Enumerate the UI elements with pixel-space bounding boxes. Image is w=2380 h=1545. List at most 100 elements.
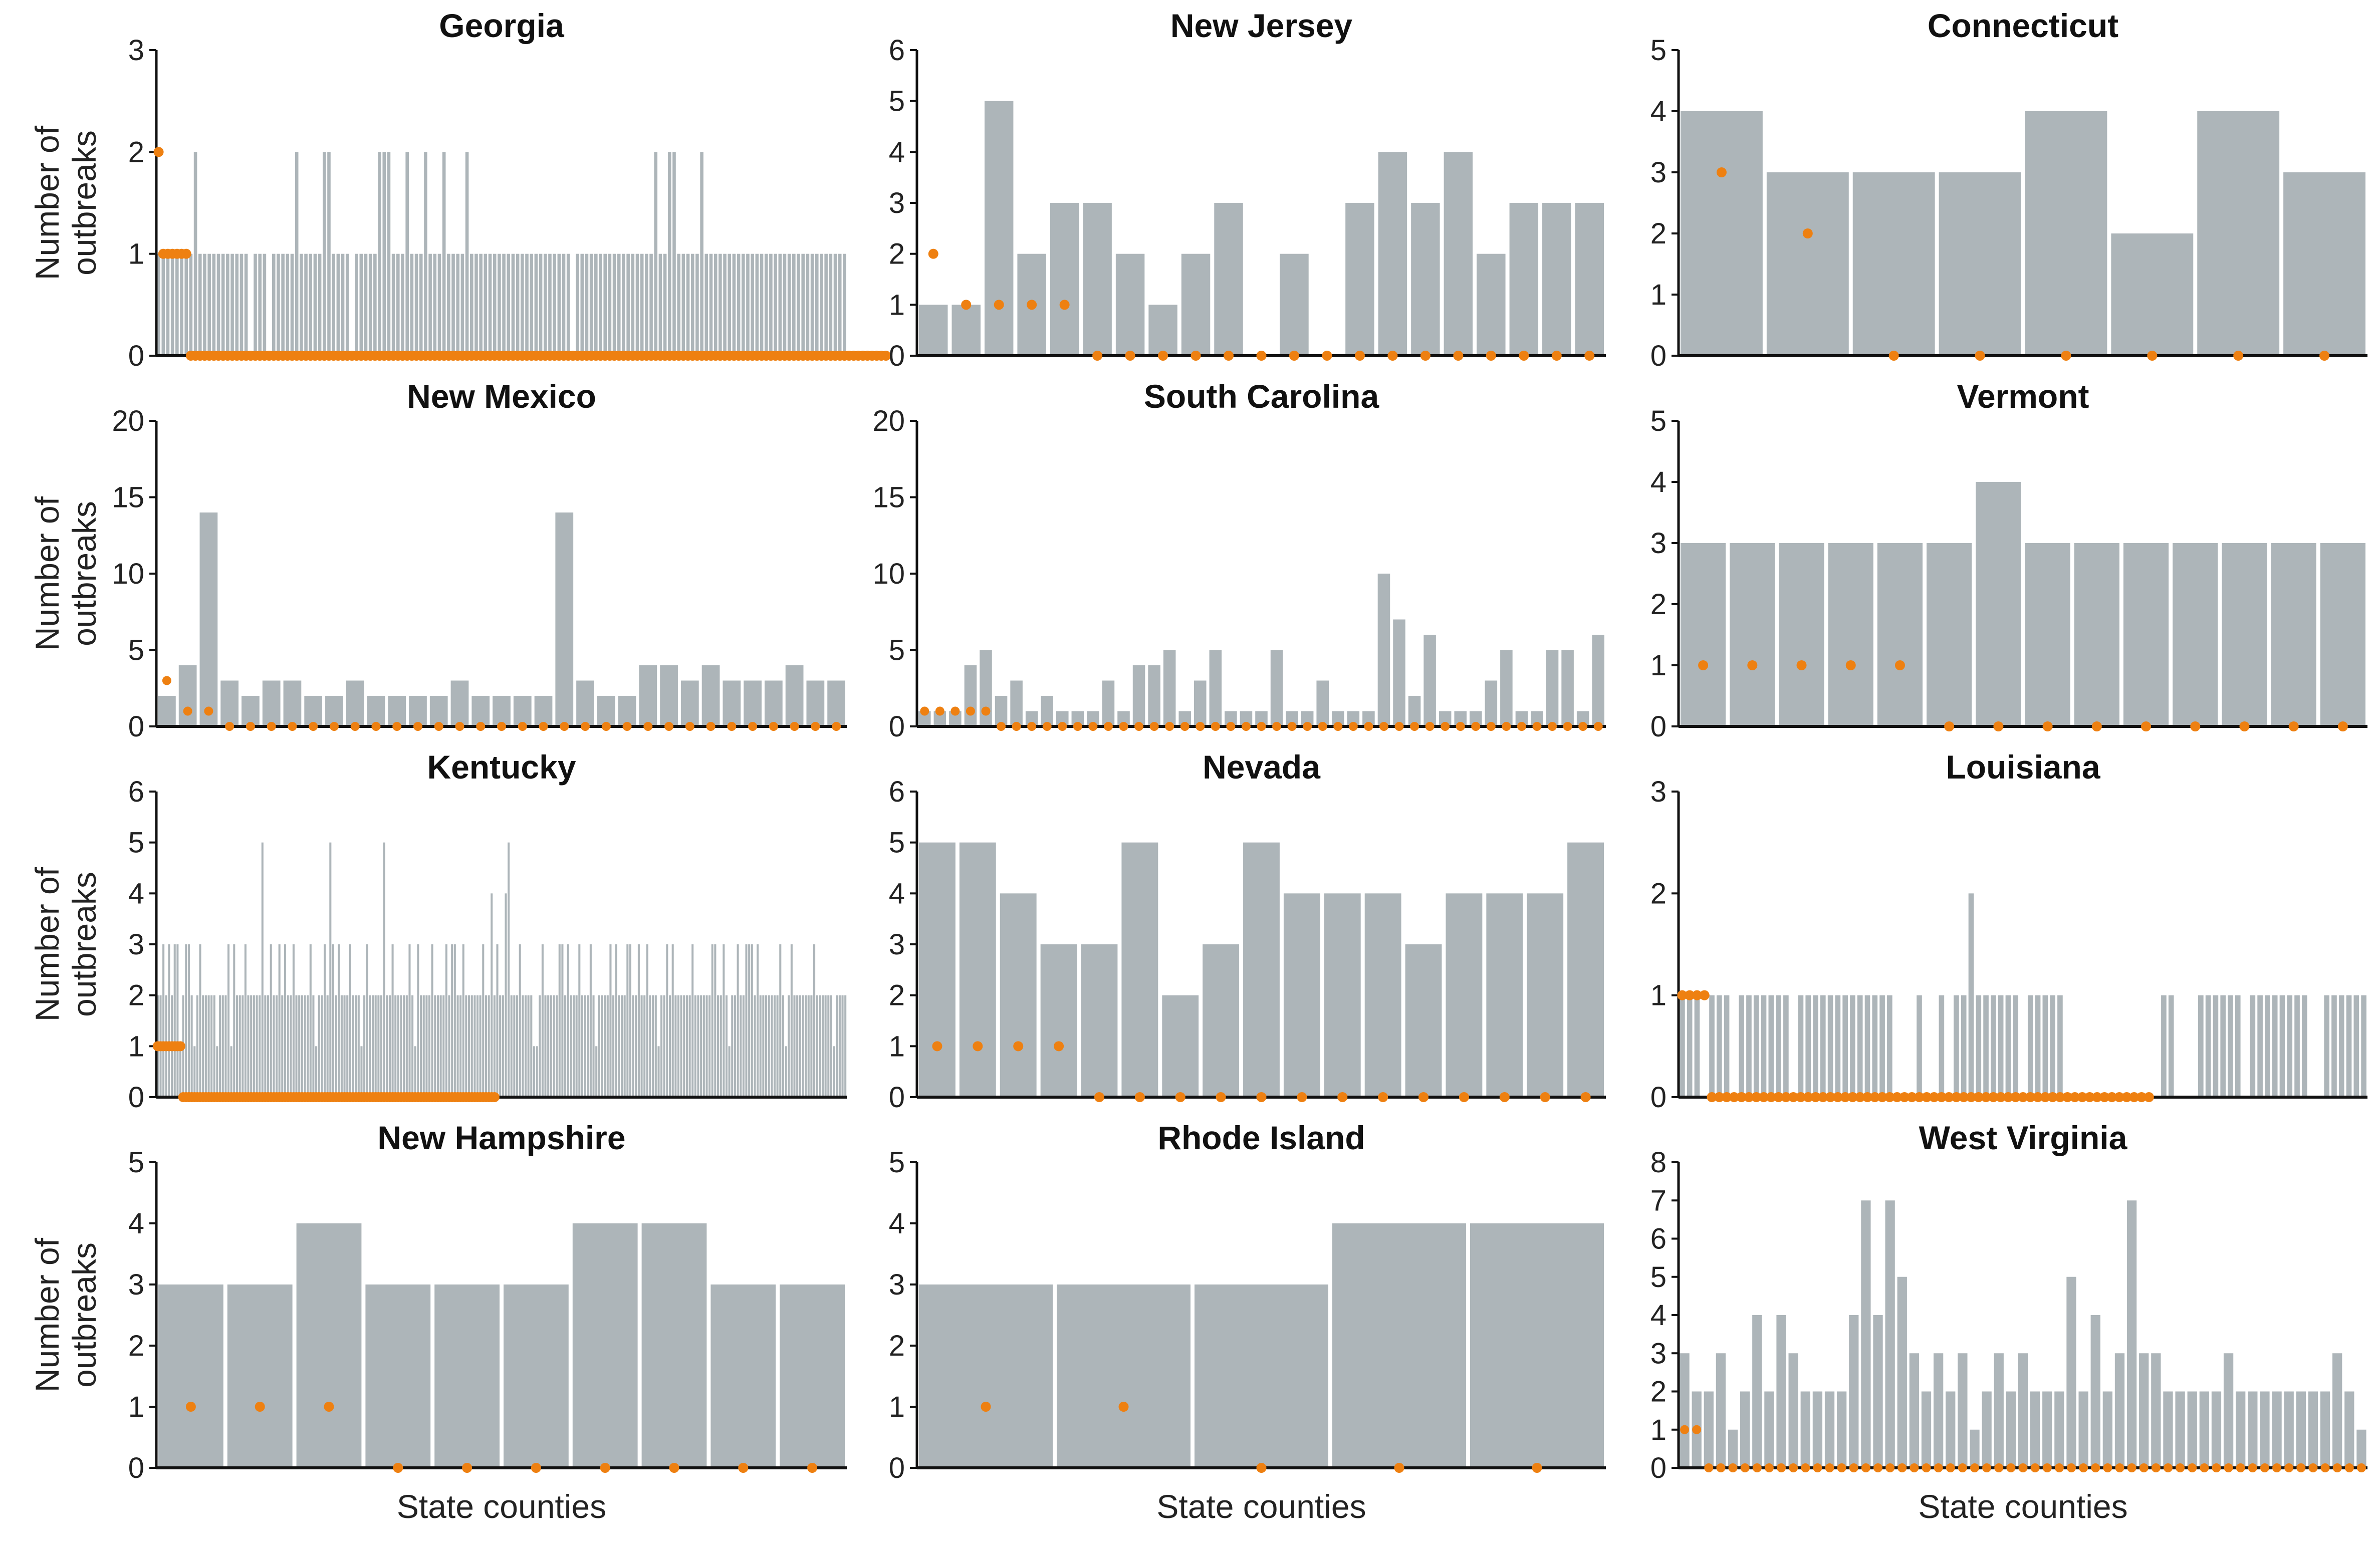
point-8-29 bbox=[1892, 1092, 1902, 1102]
bar-6-204 bbox=[734, 995, 736, 1097]
bar-0-69 bbox=[474, 253, 478, 356]
bar-3-22 bbox=[618, 696, 636, 726]
point-8-0 bbox=[1677, 990, 1688, 1000]
point-1-11 bbox=[1289, 351, 1299, 361]
bar-8-0 bbox=[1680, 995, 1685, 1097]
bar-6-177 bbox=[657, 1046, 660, 1097]
bar-6-92 bbox=[417, 944, 419, 1097]
panel-7: 0 1 2 3 4 5 6 Nevada bbox=[889, 748, 1606, 1114]
point-1-6 bbox=[1125, 351, 1135, 361]
bar-11-16 bbox=[1873, 1315, 1883, 1468]
bar-1-0 bbox=[919, 305, 948, 356]
bar-5-12 bbox=[2271, 543, 2316, 726]
point-8-35 bbox=[1936, 1092, 1947, 1102]
bar-0-103 bbox=[631, 253, 635, 356]
point-11-16 bbox=[1873, 1463, 1883, 1472]
bar-6-123 bbox=[505, 893, 507, 1097]
point-11-37 bbox=[2127, 1463, 2136, 1472]
point-3-31 bbox=[811, 722, 820, 731]
bar-11-43 bbox=[2199, 1391, 2209, 1468]
bar-0-117 bbox=[695, 253, 699, 356]
point-11-35 bbox=[2103, 1463, 2112, 1472]
bar-6-105 bbox=[453, 944, 456, 1097]
bar-7-7 bbox=[1203, 944, 1240, 1097]
bar-0-15 bbox=[226, 253, 229, 356]
point-4-4 bbox=[981, 706, 991, 716]
bar-8-48 bbox=[2035, 995, 2041, 1097]
bar-6-150 bbox=[581, 995, 583, 1097]
bar-0-78 bbox=[516, 253, 520, 356]
bar-0-115 bbox=[686, 253, 690, 356]
y-tick-label: 3 bbox=[889, 187, 905, 219]
bar-0-0 bbox=[157, 253, 160, 356]
point-11-53 bbox=[2320, 1463, 2330, 1472]
point-0-158 bbox=[881, 351, 891, 361]
bar-4-14 bbox=[1132, 665, 1145, 726]
bar-6-155 bbox=[595, 1046, 598, 1097]
point-8-53 bbox=[2069, 1092, 2080, 1102]
bar-6-160 bbox=[609, 944, 612, 1097]
bar-8-73 bbox=[2220, 995, 2226, 1097]
bar-6-4 bbox=[168, 944, 170, 1097]
bar-0-61 bbox=[437, 253, 441, 356]
bar-9-8 bbox=[710, 1284, 776, 1468]
bar-0-123 bbox=[723, 253, 727, 356]
bar-6-26 bbox=[230, 1046, 232, 1097]
bar-0-6 bbox=[184, 253, 188, 356]
point-4-39 bbox=[1517, 722, 1526, 731]
y-tick-label: 2 bbox=[889, 979, 905, 1012]
bar-0-145 bbox=[824, 253, 828, 356]
point-5-0 bbox=[1698, 660, 1709, 670]
point-8-52 bbox=[2062, 1092, 2073, 1102]
bar-6-121 bbox=[499, 995, 502, 1097]
bar-11-40 bbox=[2163, 1391, 2173, 1468]
bar-8-77 bbox=[2250, 995, 2256, 1097]
bar-0-64 bbox=[451, 253, 455, 356]
point-8-43 bbox=[1996, 1092, 2006, 1102]
bar-6-195 bbox=[708, 995, 711, 1097]
point-4-13 bbox=[1119, 722, 1128, 731]
y-tick-label: 15 bbox=[112, 481, 144, 514]
point-8-16 bbox=[1795, 1092, 1806, 1102]
point-3-6 bbox=[288, 722, 297, 731]
point-5-3 bbox=[1845, 660, 1856, 670]
point-8-10 bbox=[1751, 1092, 1762, 1102]
bar-0-127 bbox=[741, 253, 745, 356]
bar-0-49 bbox=[382, 152, 386, 356]
bar-6-59 bbox=[324, 944, 326, 1097]
bar-4-3 bbox=[964, 665, 977, 726]
point-7-9 bbox=[1297, 1092, 1307, 1102]
point-11-40 bbox=[2163, 1463, 2173, 1472]
y-tick-label: 2 bbox=[889, 1330, 905, 1362]
bar-6-87 bbox=[403, 995, 405, 1097]
point-4-20 bbox=[1226, 722, 1236, 731]
bar-5-9 bbox=[2123, 543, 2169, 726]
y-tick-label: 3 bbox=[889, 928, 905, 961]
bar-9-3 bbox=[365, 1284, 431, 1468]
bar-6-96 bbox=[428, 995, 431, 1097]
bar-0-130 bbox=[755, 253, 759, 356]
bar-0-75 bbox=[502, 253, 506, 356]
bar-6-179 bbox=[663, 995, 665, 1097]
point-4-42 bbox=[1563, 722, 1572, 731]
point-1-16 bbox=[1453, 351, 1464, 361]
point-11-49 bbox=[2272, 1463, 2282, 1472]
bar-6-77 bbox=[374, 995, 377, 1097]
y-tick-label: 2 bbox=[889, 238, 905, 271]
point-7-7 bbox=[1216, 1092, 1226, 1102]
bar-6-158 bbox=[604, 995, 606, 1097]
bar-11-2 bbox=[1704, 1391, 1714, 1468]
y-tick-label: 6 bbox=[889, 776, 905, 808]
bar-6-131 bbox=[527, 995, 530, 1097]
point-11-50 bbox=[2284, 1463, 2294, 1472]
bar-6-198 bbox=[717, 995, 720, 1097]
bar-8-21 bbox=[1835, 995, 1841, 1097]
bar-6-66 bbox=[343, 995, 346, 1097]
bar-7-0 bbox=[919, 842, 956, 1097]
point-10-1 bbox=[1118, 1402, 1129, 1412]
bar-0-95 bbox=[594, 253, 598, 356]
bar-8-40 bbox=[1976, 995, 1982, 1097]
bar-8-1 bbox=[1687, 995, 1693, 1097]
bar-6-221 bbox=[782, 995, 784, 1097]
bar-7-5 bbox=[1121, 842, 1158, 1097]
